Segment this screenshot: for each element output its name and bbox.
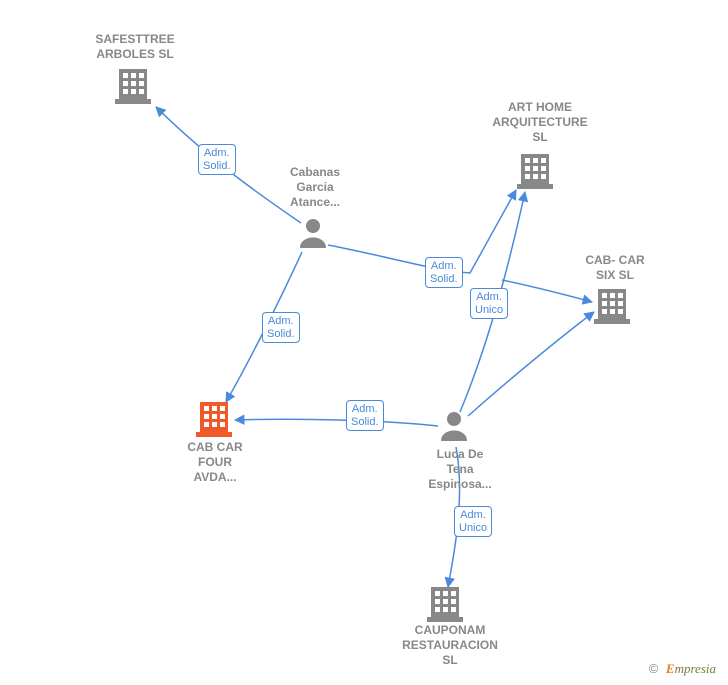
building-icon: [115, 69, 151, 104]
brand-rest: mpresia: [675, 661, 716, 676]
node-label-safesttree: SAFESTTREE ARBOLES SL: [80, 32, 190, 62]
edge-luca-cabcarfour: [235, 419, 438, 426]
edge-label: Adm. Solid.: [198, 144, 236, 175]
edge-cabanas-arthome: [328, 190, 516, 273]
node-label-arthome: ART HOME ARQUITECTURE SL: [480, 100, 600, 145]
node-label-cabcarsix: CAB- CAR SIX SL: [570, 253, 660, 283]
node-label-cauponam: CAUPONAM RESTAURACION SL: [390, 623, 510, 668]
network-graph: [0, 0, 728, 685]
node-label-cabcarfour: CAB CAR FOUR AVDA...: [175, 440, 255, 485]
edge-label: Adm. Unico: [470, 288, 508, 319]
person-icon: [300, 219, 326, 248]
edge-label: Adm. Solid.: [262, 312, 300, 343]
edge-cabanas-cabcarsix: [502, 280, 592, 302]
building-icon: [594, 289, 630, 324]
building-icon: [196, 402, 232, 437]
brand-initial: E: [666, 661, 675, 676]
building-icon: [427, 587, 463, 622]
edge-label: Adm. Solid.: [346, 400, 384, 431]
edge-label: Adm. Solid.: [425, 257, 463, 288]
edge-label: Adm. Unico: [454, 506, 492, 537]
person-icon: [441, 412, 467, 441]
copyright-symbol: ©: [649, 661, 659, 676]
edge-luca-cabcarsix: [468, 312, 594, 416]
building-icon: [517, 154, 553, 189]
watermark: © Empresia: [649, 661, 716, 677]
node-label-cabanas: Cabanas Garcia Atance...: [280, 165, 350, 210]
node-label-luca: Luca De Tena Espinosa...: [420, 447, 500, 492]
